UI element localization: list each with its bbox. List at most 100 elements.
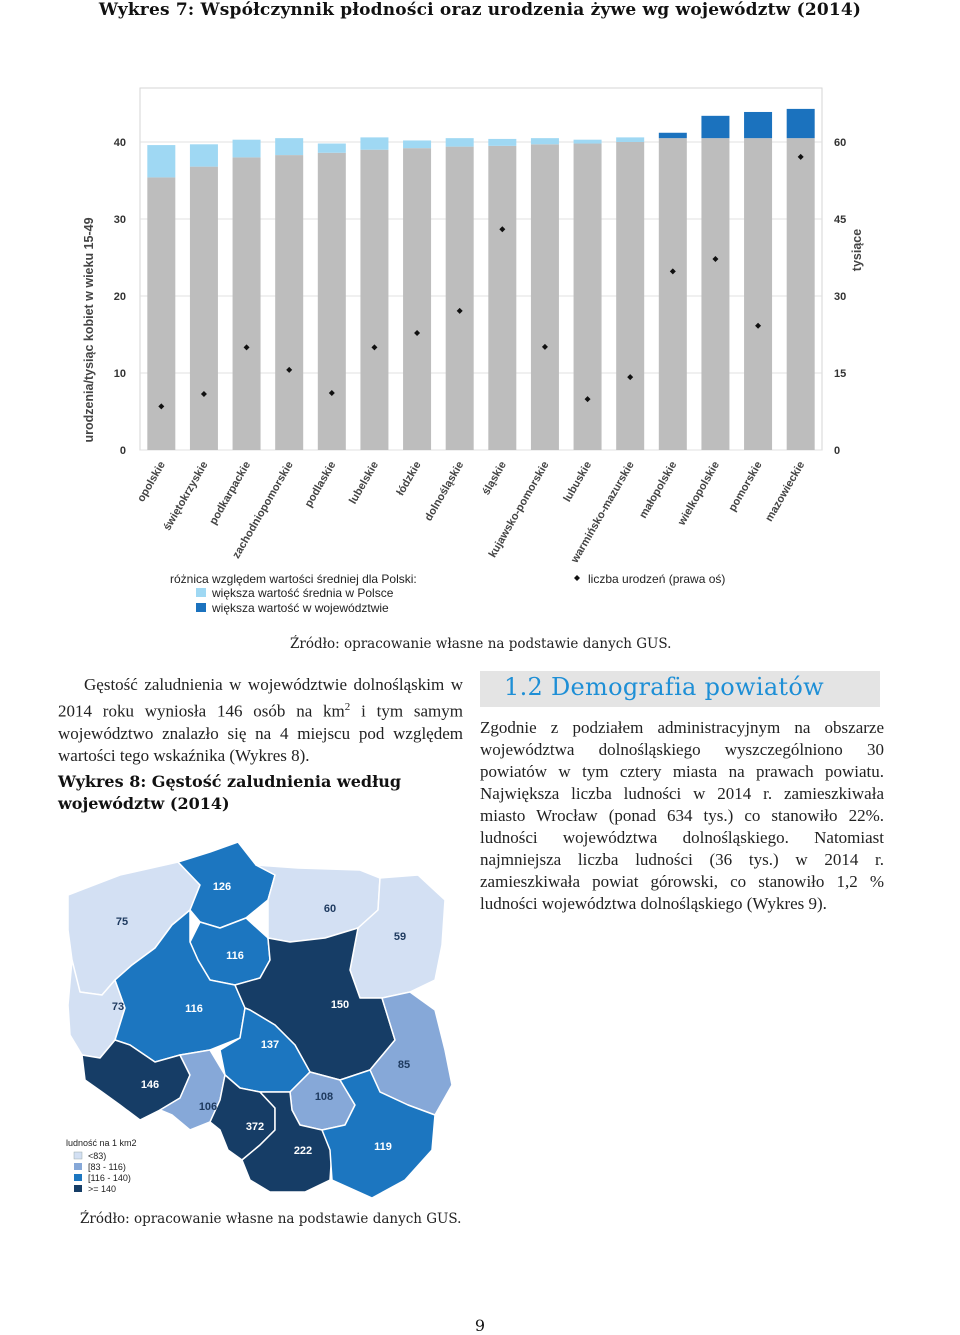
bar-voivodeship-diff bbox=[744, 111, 773, 139]
y2-tick-label: 45 bbox=[834, 214, 846, 226]
births-point bbox=[669, 268, 676, 275]
category-label: podkarpackie bbox=[207, 460, 253, 527]
category-label: opolskie bbox=[135, 460, 168, 505]
category-label: śląskie bbox=[480, 460, 509, 498]
y2-tick-label: 30 bbox=[834, 291, 846, 303]
bar-national-diff bbox=[360, 137, 389, 150]
bar-base bbox=[573, 143, 602, 450]
map-label-malopolskie: 222 bbox=[294, 1145, 312, 1157]
births-point bbox=[797, 153, 804, 160]
y2-axis-label: tysiące bbox=[850, 229, 864, 271]
births-point bbox=[755, 322, 762, 329]
map-label-lodzkie: 137 bbox=[261, 1039, 279, 1051]
category-label: lubuskie bbox=[561, 460, 594, 505]
bar-base bbox=[658, 138, 687, 450]
bar-base bbox=[232, 157, 261, 450]
bar-base bbox=[786, 138, 815, 450]
legend-swatch-lt83 bbox=[73, 1151, 83, 1160]
map-label-mazowieckie: 150 bbox=[331, 999, 349, 1011]
bar-base bbox=[530, 144, 559, 450]
category-label: mazowieckie bbox=[763, 460, 807, 524]
y-tick-label: 10 bbox=[114, 368, 126, 380]
legend-swatch-voivodeship bbox=[196, 603, 206, 612]
section-header: 1.2 Demografia powiatów bbox=[480, 671, 880, 707]
bar-national-diff bbox=[530, 138, 559, 145]
figure8-title: Wykres 8: Gęstość zaludnienia według woj… bbox=[58, 772, 402, 813]
y2-tick-label: 60 bbox=[834, 137, 846, 149]
map-label-podlaskie: 59 bbox=[394, 931, 406, 943]
legend-label-116-140: [116 - 140) bbox=[88, 1173, 131, 1183]
legend-label-ge140: >= 140 bbox=[88, 1184, 116, 1194]
bar-national-diff bbox=[488, 138, 517, 146]
map-label-pomorskie: 126 bbox=[213, 881, 231, 893]
category-label: świętokrzyskie bbox=[161, 460, 210, 533]
y2-tick-label: 15 bbox=[834, 368, 846, 380]
y-tick-label: 20 bbox=[114, 291, 126, 303]
poland-density-map: 75 126 60 59 116 73 116 150 137 85 146 1… bbox=[66, 841, 453, 1199]
legend-label-lt83: <83) bbox=[88, 1151, 106, 1161]
birth-rate-chart: 0 10 20 30 40 0 15 30 45 60 opolskieświętokrzyski… bbox=[82, 87, 864, 615]
region-malopolskie bbox=[241, 1091, 333, 1193]
births-point bbox=[328, 390, 335, 397]
map-label-kujawsko-pomorskie: 116 bbox=[226, 950, 244, 962]
bar-national-diff bbox=[189, 144, 218, 167]
bar-national-diff bbox=[573, 139, 602, 144]
chart-legend: różnica względem wartości średniej dla P… bbox=[170, 572, 725, 615]
category-label: pomorskie bbox=[726, 460, 764, 514]
legend-heading: różnica względem wartości średniej dla P… bbox=[170, 572, 417, 586]
legend-swatch-83-116 bbox=[74, 1163, 82, 1170]
bar-voivodeship-diff bbox=[786, 108, 815, 139]
map-label-podkarpackie: 119 bbox=[374, 1141, 392, 1153]
births-point bbox=[243, 344, 250, 351]
map-label-zachodniopomorskie: 75 bbox=[116, 916, 128, 928]
legend-item-dots: liczba urodzeń (prawa oś) bbox=[588, 572, 725, 586]
bar-national-diff bbox=[232, 139, 261, 158]
births-point bbox=[414, 329, 421, 336]
bar-voivodeship-diff bbox=[658, 132, 687, 139]
category-label: lubelskie bbox=[347, 460, 381, 507]
y-tick-label: 30 bbox=[114, 214, 126, 226]
legend-swatch-116-140 bbox=[74, 1174, 82, 1181]
bar-base bbox=[701, 138, 730, 450]
y2-tick-label: 0 bbox=[834, 445, 840, 457]
legend-item-voivodeship: większa wartość w województwie bbox=[211, 601, 389, 615]
legend-item-national: większa wartość średnia w Polsce bbox=[211, 586, 394, 600]
chart-dots bbox=[158, 153, 804, 410]
bar-base bbox=[403, 148, 432, 450]
bar-national-diff bbox=[403, 140, 432, 149]
legend-swatch-ge140 bbox=[74, 1185, 82, 1192]
region-opolskie bbox=[159, 1049, 226, 1131]
births-point bbox=[499, 226, 506, 233]
bar-national-diff bbox=[616, 137, 645, 142]
left-paragraph-part1: Gęstość zaludnienia w województwie dolno… bbox=[58, 675, 463, 721]
bar-base bbox=[360, 149, 389, 450]
bar-voivodeship-diff bbox=[701, 115, 730, 139]
right-paragraph: Zgodnie z podziałem administracyjnym na … bbox=[480, 718, 884, 913]
bar-national-diff bbox=[317, 143, 346, 153]
bar-base bbox=[275, 155, 304, 450]
map-label-lubuskie: 73 bbox=[112, 1001, 124, 1013]
bar-base bbox=[616, 142, 645, 450]
y-axis-label: urodzenia/tysiąc kobiet w wieku 15-49 bbox=[82, 217, 96, 442]
births-point bbox=[541, 343, 548, 350]
births-point bbox=[712, 256, 719, 263]
category-label: dolnośląskie bbox=[423, 460, 467, 524]
map-label-lubelskie: 85 bbox=[398, 1059, 410, 1071]
births-point bbox=[371, 344, 378, 351]
category-label: łódzkie bbox=[395, 460, 424, 498]
y-tick-label: 0 bbox=[120, 445, 126, 457]
bar-national-diff bbox=[147, 145, 176, 178]
bar-base bbox=[317, 152, 346, 450]
map-label-wielkopolskie: 116 bbox=[185, 1003, 203, 1015]
bar-base bbox=[189, 166, 218, 450]
figure7-source: Źródło: opracowanie własne na podstawie … bbox=[290, 636, 672, 652]
region-podkarpackie bbox=[321, 1069, 436, 1199]
category-label: małopolskie bbox=[637, 460, 679, 521]
map-label-opolskie: 106 bbox=[199, 1101, 217, 1113]
map-label-swietokrzyskie: 108 bbox=[315, 1091, 333, 1103]
category-label: wielkopolskie bbox=[675, 460, 722, 529]
bar-national-diff bbox=[275, 138, 304, 156]
births-point bbox=[158, 403, 165, 410]
bar-national-diff bbox=[445, 138, 474, 147]
y-tick-label: 40 bbox=[114, 137, 126, 149]
